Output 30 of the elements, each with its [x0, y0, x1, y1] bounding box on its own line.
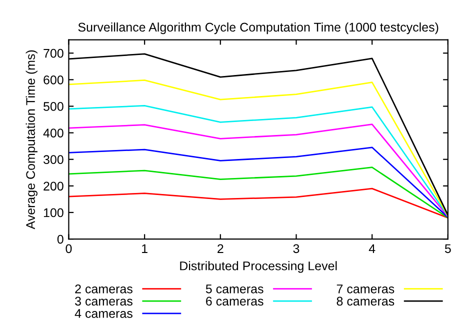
legend-label: 3 cameras — [75, 296, 132, 306]
legend-label: 7 cameras — [336, 284, 394, 294]
y-tick-label: 400 — [43, 128, 64, 138]
x-tick-label: 0 — [66, 244, 72, 254]
line-series — [68, 105, 448, 217]
legend-label: 4 cameras — [74, 309, 132, 318]
legend-label: 8 cameras — [336, 296, 394, 306]
legend-label: 2 cameras — [75, 284, 132, 294]
y-tick-label: 700 — [44, 48, 64, 58]
y-tick-label: 600 — [44, 75, 64, 84]
line-series — [68, 80, 448, 216]
line-series — [68, 188, 448, 218]
x-tick-label: 3 — [293, 244, 300, 254]
y-axis-title: Average Computation Time (ms) — [26, 50, 38, 230]
x-axis-title: Distributed Processing Level — [180, 261, 337, 273]
legend-label: 6 cameras — [206, 296, 264, 306]
x-tick-label: 5 — [444, 244, 451, 254]
y-tick-label: 100 — [44, 208, 64, 218]
line-series — [68, 146, 448, 218]
legend-label: 5 cameras — [206, 284, 264, 294]
chart-title: Surveillance Algorithm Cycle Computation Time (1000 testcycles) — [78, 22, 438, 34]
y-tick-label: 300 — [43, 155, 64, 164]
y-tick-label: 0 — [57, 234, 64, 244]
y-tick-label: 200 — [44, 182, 64, 191]
y-tick-label: 500 — [44, 102, 64, 111]
x-tick-label: 2 — [218, 244, 224, 253]
x-tick-label: 1 — [142, 244, 148, 253]
x-tick-label: 4 — [368, 244, 376, 253]
line-series — [68, 124, 448, 218]
line-series — [68, 166, 448, 218]
